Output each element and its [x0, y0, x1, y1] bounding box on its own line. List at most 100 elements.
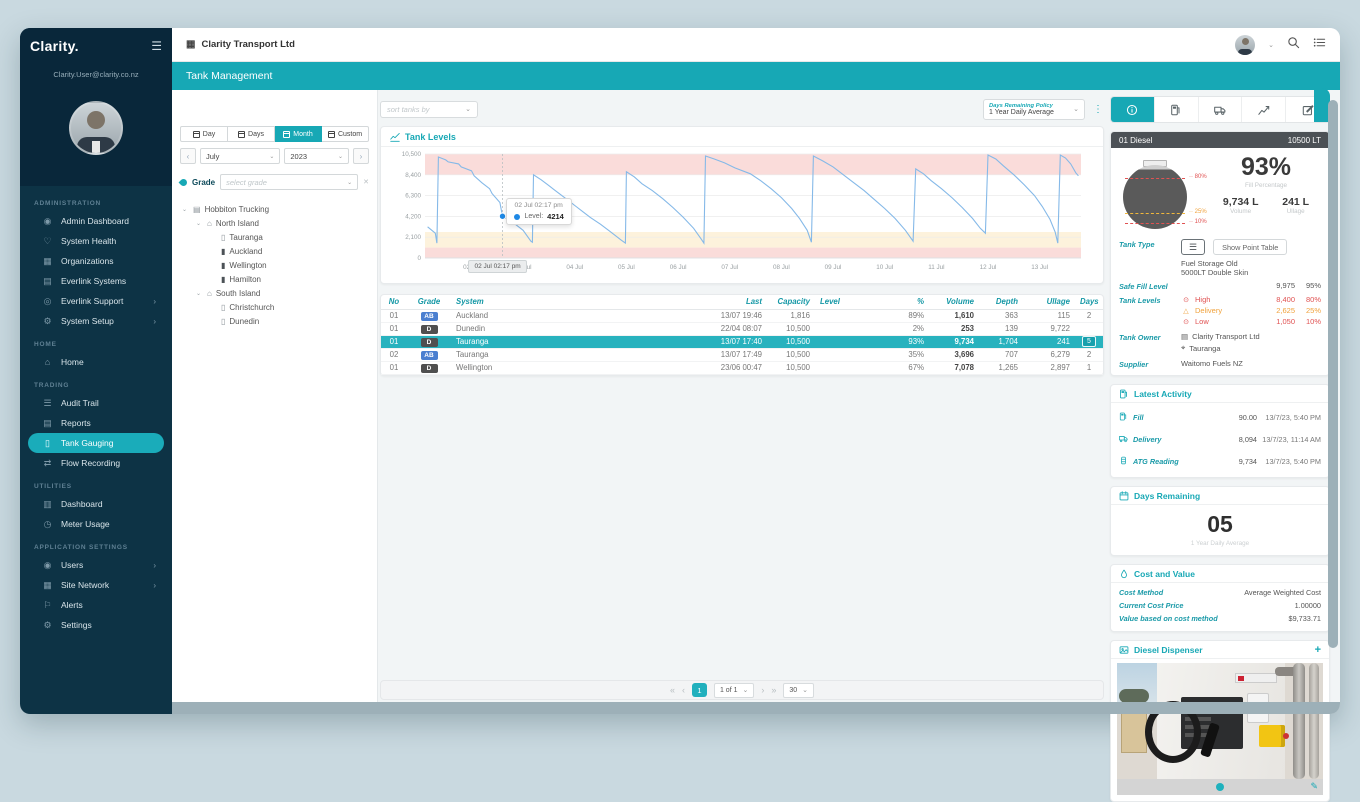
- hamburger-icon[interactable]: ☰: [151, 39, 162, 53]
- activity-time: 13/7/23, 11:14 AM: [1262, 434, 1321, 444]
- last-page-button[interactable]: »: [771, 685, 777, 695]
- tank-owner-label: Tank Owner: [1119, 333, 1161, 342]
- next-page-button[interactable]: ›: [761, 685, 765, 695]
- sidebar-item-tank-gauging[interactable]: ▯ Tank Gauging: [28, 433, 164, 453]
- app-window: Clarity. ☰ Clarity.User@clarity.co.nz AD…: [20, 28, 1340, 802]
- sidebar-item-alerts[interactable]: ⚐ Alerts: [28, 595, 164, 615]
- detail-tab-truck[interactable]: [1197, 97, 1242, 122]
- point-list-button[interactable]: ☰: [1181, 239, 1205, 255]
- carousel-dot[interactable]: [1216, 783, 1224, 791]
- sidebar-item-reports[interactable]: ▤ Reports: [28, 413, 164, 433]
- period-tab-month[interactable]: Month: [275, 126, 322, 142]
- column-header-depth[interactable]: Depth: [979, 295, 1023, 310]
- show-point-table-button[interactable]: Show Point Table: [1213, 239, 1288, 255]
- detail-tab-chart[interactable]: [1241, 97, 1285, 122]
- admin-dashboard-icon: ◉: [43, 215, 52, 226]
- tree-item-south-island[interactable]: ⌄ ⌂ South Island: [180, 286, 369, 300]
- sort-tanks-select[interactable]: sort tanks by ⌄: [380, 100, 478, 118]
- tree-item-wellington[interactable]: ▮ Wellington: [180, 258, 369, 272]
- detail-tab-edit[interactable]: [1285, 97, 1329, 122]
- page-select[interactable]: 1 of 1 ⌄: [713, 682, 755, 698]
- grade-badge: D: [420, 363, 438, 373]
- sidebar-item-flow-recording[interactable]: ⇄ Flow Recording: [28, 453, 164, 473]
- grade-select[interactable]: select grade ⌄: [220, 174, 359, 190]
- prev-page-button[interactable]: ‹: [681, 685, 685, 695]
- first-page-button[interactable]: «: [669, 685, 675, 695]
- tree-item-hamilton[interactable]: ▮ Hamilton: [180, 272, 369, 286]
- table-row-auckland-01[interactable]: 01 AB Auckland 13/07 19:46 1,816 89% 1,610 363 1…: [381, 309, 1103, 323]
- period-tab-days[interactable]: Days: [228, 126, 275, 142]
- sidebar-item-users[interactable]: ◉ Users ›: [28, 555, 164, 575]
- grade-clear-icon[interactable]: ✕: [363, 179, 369, 186]
- tree-item-tauranga[interactable]: ▯ Tauranga: [180, 230, 369, 244]
- prev-month-button[interactable]: ‹: [180, 148, 196, 164]
- tank-gauging-icon: ▯: [45, 437, 50, 448]
- sidebar-item-admin-dashboard[interactable]: ◉ Admin Dashboard: [28, 211, 164, 231]
- next-month-button[interactable]: ›: [353, 148, 369, 164]
- sidebar-item-dashboard[interactable]: ▥ Dashboard: [28, 494, 164, 514]
- period-tab-day[interactable]: Day: [180, 126, 228, 142]
- sidebar-item-audit-trail[interactable]: ☰ Audit Trail: [28, 393, 164, 413]
- cell-pct: 35%: [895, 348, 929, 362]
- column-header-volume[interactable]: Volume: [929, 295, 979, 310]
- column-header-system[interactable]: System: [451, 295, 701, 310]
- content: Day Days Month Custom ‹ July ⌄ 2023 ⌄ › Grade: [172, 88, 1340, 802]
- sidebar-item-system-health[interactable]: ♡ System Health: [28, 231, 164, 251]
- page-size-select[interactable]: 30 ⌄: [783, 682, 815, 698]
- tree-item-christchurch[interactable]: ▯ Christchurch: [180, 300, 369, 314]
- chevron-down-icon[interactable]: ⌄: [196, 220, 202, 227]
- tree-item-dunedin[interactable]: ▯ Dunedin: [180, 314, 369, 328]
- column-header-ullage[interactable]: Ullage: [1023, 295, 1075, 310]
- profile-avatar[interactable]: [1235, 34, 1256, 55]
- table-row-tauranga-01[interactable]: 01 D Tauranga 13/07 17:40 10,500 93% 9,734 1,70…: [381, 335, 1103, 349]
- column-header-capacity[interactable]: Capacity: [767, 295, 815, 310]
- column-header-pct[interactable]: %: [895, 295, 929, 310]
- current-page-button[interactable]: 1: [691, 683, 707, 697]
- column-header-no[interactable]: No: [381, 295, 407, 310]
- add-image-button[interactable]: +: [1314, 643, 1321, 656]
- table-row-wellington-01[interactable]: 01 D Wellington 23/06 00:47 10,500 67% 7,078 1,…: [381, 361, 1103, 375]
- sidebar-item-settings[interactable]: ⚙ Settings: [28, 615, 164, 635]
- horizontal-scrollbar[interactable]: [172, 702, 1340, 714]
- sidebar-item-site-network[interactable]: ▦ Site Network ›: [28, 575, 164, 595]
- year-select[interactable]: 2023 ⌄: [284, 148, 349, 164]
- period-tab-custom[interactable]: Custom: [322, 126, 369, 142]
- sidebar-item-system-setup[interactable]: ⚙ System Setup ›: [28, 311, 164, 331]
- sidebar-item-everlink-support[interactable]: ◎ Everlink Support ›: [28, 291, 164, 311]
- table-row-tauranga-02[interactable]: 02 AB Tauranga 13/07 17:49 10,500 35% 3,696 707…: [381, 348, 1103, 362]
- detail-tab-pump[interactable]: [1153, 97, 1198, 122]
- sidebar-item-meter-usage[interactable]: ◷ Meter Usage: [28, 514, 164, 534]
- user-avatar[interactable]: [69, 101, 123, 155]
- table-row-dunedin-01[interactable]: 01 D Dunedin 22/04 08:07 10,500 2% 253 139 9,722: [381, 322, 1103, 336]
- sidebar-item-organizations[interactable]: ▦ Organizations: [28, 251, 164, 271]
- edit-photo-icon[interactable]: ✎: [1310, 781, 1318, 791]
- owner-site: Tauranga: [1189, 343, 1221, 353]
- tree-item-label: South Island: [215, 288, 261, 298]
- calendar-icon: [192, 130, 200, 138]
- month-select[interactable]: July ⌄: [200, 148, 281, 164]
- level-name: Delivery: [1195, 306, 1223, 315]
- right-panel: 01 Diesel 10500 LT ·· 80% ·· 25% ·· 10% 93…: [1110, 96, 1330, 802]
- cost-value: 1.00000: [1294, 601, 1321, 610]
- sidebar-item-everlink-systems[interactable]: ▤ Everlink Systems: [28, 271, 164, 291]
- tree-item-north-island[interactable]: ⌄ ⌂ North Island: [180, 216, 369, 230]
- detail-tab-info[interactable]: [1111, 97, 1154, 122]
- column-header-days[interactable]: Days: [1075, 295, 1103, 310]
- days-remaining-policy-select[interactable]: Days Remaining Policy 1 Year Daily Avera…: [983, 98, 1085, 120]
- tree-item-auckland[interactable]: ▮ Auckland: [180, 244, 369, 258]
- search-icon[interactable]: [1287, 36, 1300, 54]
- vertical-scrollbar[interactable]: [1328, 100, 1338, 648]
- tree-item-hobbiton-trucking[interactable]: ⌄ ▤ Hobbiton Trucking: [180, 202, 369, 216]
- chevron-down-icon[interactable]: ⌄: [196, 290, 202, 297]
- chevron-down-icon[interactable]: ⌄: [182, 206, 188, 213]
- list-menu-icon[interactable]: [1313, 36, 1326, 54]
- more-options-icon[interactable]: ⋮: [1093, 103, 1104, 115]
- column-header-last[interactable]: Last: [701, 295, 767, 310]
- building-icon: ▦: [186, 39, 196, 50]
- cell-capacity: 10,500: [767, 335, 815, 349]
- column-header-grade[interactable]: Grade: [407, 295, 451, 310]
- profile-chevron-icon[interactable]: ⌄: [1268, 41, 1274, 49]
- sidebar-item-home[interactable]: ⌂ Home: [28, 352, 164, 372]
- column-header-level[interactable]: Level: [815, 295, 895, 310]
